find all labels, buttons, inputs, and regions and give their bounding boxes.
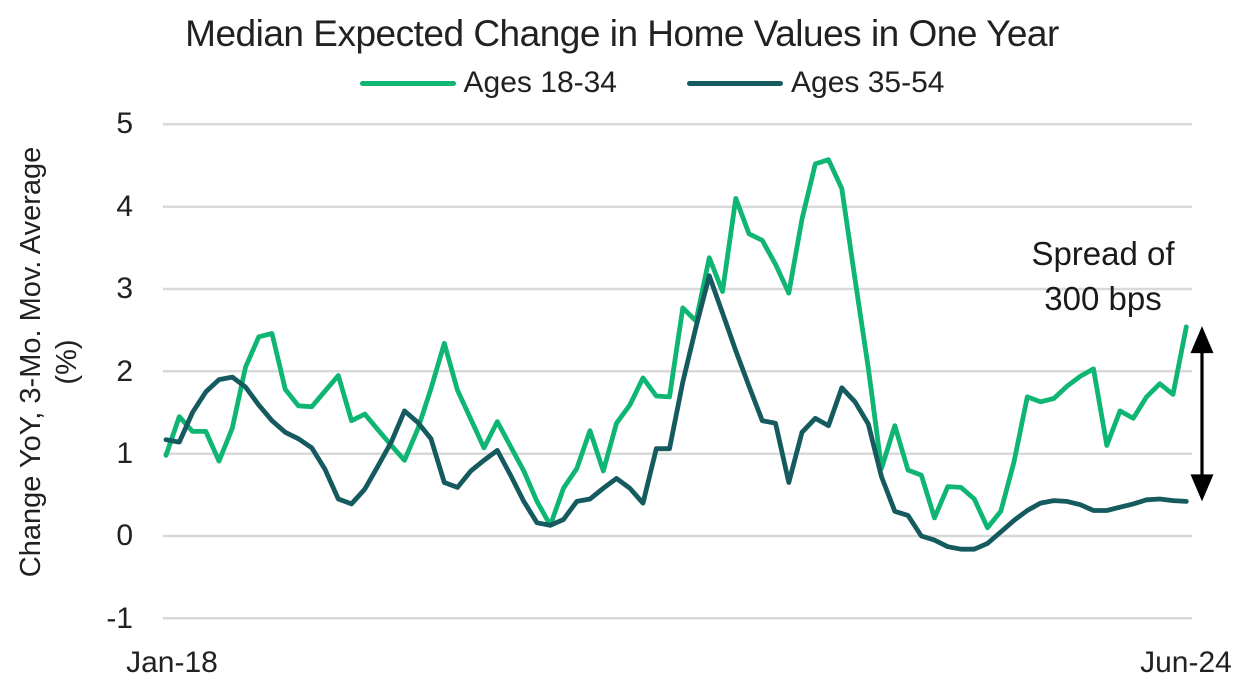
legend-item-ages-35-54: Ages 35-54 — [687, 66, 944, 100]
spread-annotation-line1: Spread of — [1031, 235, 1175, 272]
legend: Ages 18-34 Ages 35-54 — [60, 66, 1244, 100]
spread-annotation-line2: 300 bps — [1044, 280, 1162, 317]
legend-label-ages-18-34: Ages 18-34 — [463, 66, 617, 99]
y-axis-title-line1: Change YoY, 3-Mo. Mov. Average — [15, 146, 47, 578]
spread-arrow — [1190, 326, 1214, 502]
y-tick-label-0: 0 — [116, 519, 133, 552]
y-tick-label-1: 1 — [116, 437, 133, 470]
legend-item-ages-18-34: Ages 18-34 — [359, 66, 617, 100]
y-tick-label-2: 2 — [116, 355, 133, 388]
chart-title: Median Expected Change in Home Values in… — [185, 13, 1059, 54]
spread-annotation: Spread of 300 bps — [1003, 231, 1203, 321]
x-tick-label-start: Jan-18 — [126, 646, 218, 679]
line-swatch-ages-35-54-icon — [687, 80, 783, 86]
y-tick-label-3: 3 — [116, 272, 133, 305]
y-tick-label-5: 5 — [116, 107, 133, 140]
line-swatch-ages-18-34-icon — [359, 80, 456, 86]
series-line-ages-18-34 — [163, 157, 1189, 531]
y-tick-label-4: 4 — [116, 190, 133, 223]
legend-label-ages-35-54: Ages 35-54 — [791, 66, 945, 99]
y-tick-label-neg1: -1 — [106, 602, 133, 635]
series-line-ages-35-54 — [163, 273, 1189, 552]
x-tick-label-end: Jun-24 — [1140, 646, 1232, 679]
